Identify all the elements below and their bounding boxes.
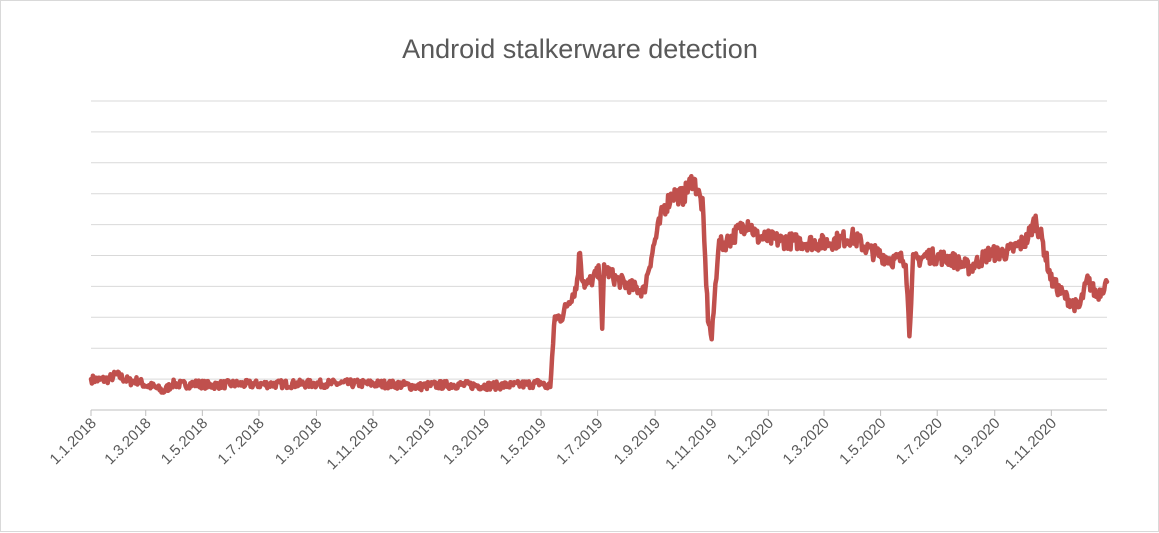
gridlines — [91, 100, 1107, 380]
x-tick-label: 1.3.2018 — [101, 415, 154, 468]
x-tick-label: 1.1.2019 — [385, 415, 438, 468]
series-line — [88, 173, 1110, 395]
x-tick-label: 1.7.2018 — [214, 415, 267, 468]
x-tick-label: 1.1.2020 — [724, 415, 777, 468]
x-tick-label: 1.1.2018 — [47, 415, 100, 468]
x-tick-label: 1.5.2018 — [158, 415, 211, 468]
x-tick-label: 1.7.2020 — [893, 415, 946, 468]
x-axis — [90, 409, 1107, 416]
x-tick-label: 1.7.2019 — [553, 415, 606, 468]
x-tick-label: 1.9.2020 — [950, 415, 1003, 468]
series-layer — [88, 173, 1110, 395]
x-tick-label: 1.9.2018 — [272, 415, 325, 468]
x-tick-label: 1.3.2019 — [440, 415, 493, 468]
x-tick-label: 1.11.2018 — [323, 415, 381, 473]
x-tick-label: 1.9.2019 — [611, 415, 664, 468]
x-tick-label: 1.5.2020 — [836, 415, 889, 468]
x-tick-label: 1.11.2020 — [1002, 415, 1060, 473]
x-tick-label: 1.3.2020 — [780, 415, 833, 468]
x-tick-labels: 1.1.2018 1.3.2018 1.5.2018 1.7.2018 1.9.2018… — [47, 415, 1061, 473]
chart-title: Android stalkerware detection — [402, 34, 758, 64]
x-tick-label: 1.5.2019 — [497, 415, 550, 468]
x-tick-label: 1.11.2019 — [662, 415, 720, 473]
